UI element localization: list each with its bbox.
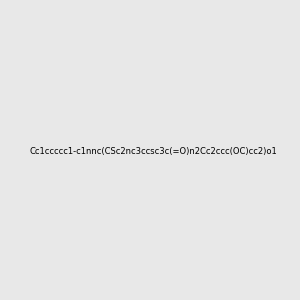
Text: Cc1ccccc1-c1nnc(CSc2nc3ccsc3c(=O)n2Cc2ccc(OC)cc2)o1: Cc1ccccc1-c1nnc(CSc2nc3ccsc3c(=O)n2Cc2cc… (30, 147, 278, 156)
